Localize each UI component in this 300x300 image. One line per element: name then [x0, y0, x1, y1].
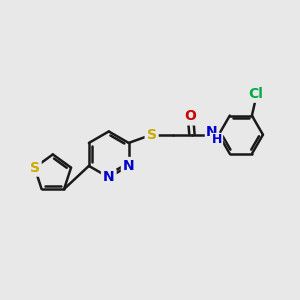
Text: S: S	[30, 160, 40, 175]
Text: S: S	[147, 128, 157, 142]
Text: N: N	[103, 170, 115, 184]
Text: O: O	[184, 110, 196, 123]
Text: N: N	[206, 125, 218, 139]
Text: N: N	[123, 159, 134, 173]
Text: H: H	[212, 134, 223, 146]
Text: Cl: Cl	[249, 87, 263, 101]
